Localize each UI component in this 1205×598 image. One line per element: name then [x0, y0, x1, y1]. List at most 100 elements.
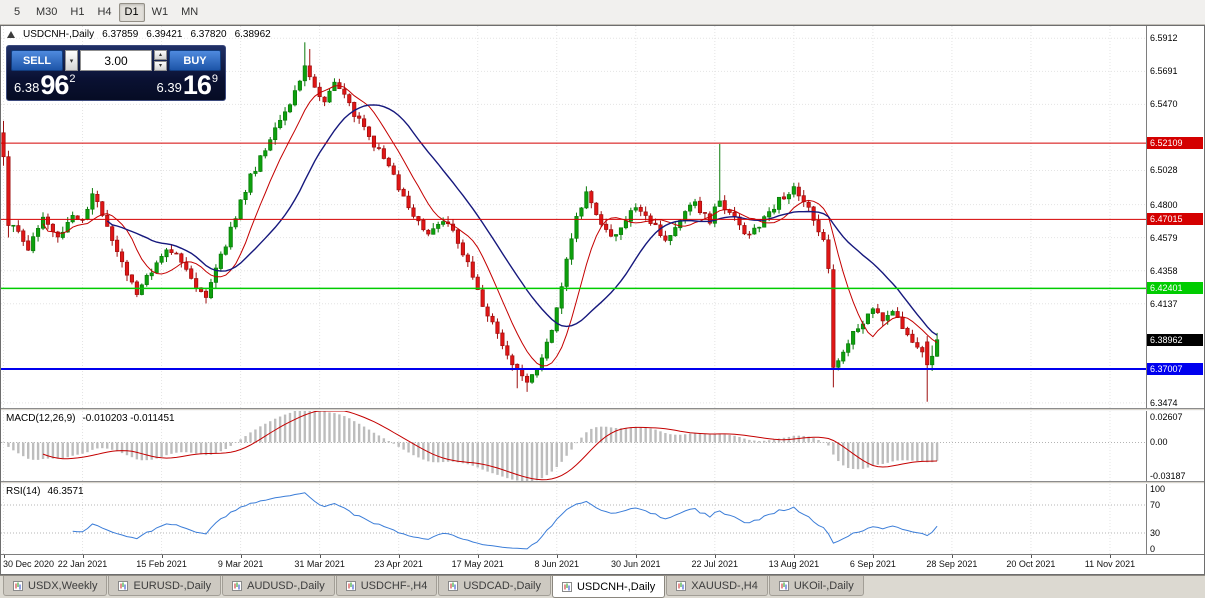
macd-title: MACD(12,26,9) -0.010203 -0.011451 — [6, 413, 175, 424]
ask-price[interactable]: 6.39 16 9 — [156, 72, 218, 99]
timeframe-m30[interactable]: M30 — [36, 6, 58, 18]
timeframe-h1[interactable]: H1 — [70, 6, 85, 18]
ohlc-high: 6.39421 — [146, 29, 183, 40]
rsi-axis-label: 30 — [1150, 528, 1161, 538]
timeframe-w1[interactable]: W1 — [151, 6, 169, 18]
chart-tabs-bar: USDX,Weekly EURUSD-,Daily AUDUSD-,Daily USD… — [0, 575, 1205, 598]
level-price-label: 6.37007 — [1147, 363, 1203, 375]
ask-prefix: 6.39 — [156, 80, 182, 95]
time-axis[interactable]: 30 Dec 2020 22 Jan 2021 15 Feb 2021 9 Mar 2… — [1, 555, 1147, 574]
macd-histogram — [2, 411, 939, 481]
time-axis-tick — [319, 555, 321, 558]
pane-separator[interactable] — [1, 408, 1204, 411]
time-axis-tick — [793, 555, 795, 558]
ma-22-line — [106, 104, 938, 336]
macd-grid — [1, 411, 1146, 481]
time-axis-label: 30 Dec 2020 — [3, 559, 55, 569]
rsi-grid — [1, 484, 1146, 554]
sell-button[interactable]: SELL — [11, 50, 63, 71]
time-axis-tick — [398, 555, 400, 558]
tab-usdcnh-daily[interactable]: USDCNH-,Daily — [551, 576, 666, 598]
rsi-pane-row: RSI(14) 46.3571 100 70 30 0 — [1, 484, 1204, 554]
time-axis-label: 11 Nov 2021 — [1084, 559, 1136, 569]
time-axis-label: 6 Sep 2021 — [849, 559, 896, 569]
time-axis-tick — [951, 555, 953, 558]
tab-xauusd-h4[interactable]: XAUUSD-,H4 — [666, 576, 768, 596]
price-axis-label: 6.4137 — [1150, 298, 1178, 309]
tab-eurusd-daily[interactable]: EURUSD-,Daily — [108, 576, 222, 596]
buy-button[interactable]: BUY — [169, 50, 221, 71]
bid-sup-digit: 2 — [69, 73, 76, 85]
tab-audusd-daily[interactable]: AUDUSD-,Daily — [222, 576, 335, 596]
volume-decrease-button[interactable]: ▾ — [154, 61, 167, 71]
trade-controls-row: SELL ▾ 3.00 ▴ ▾ BUY — [11, 50, 221, 71]
tab-usdx-weekly[interactable]: USDX,Weekly — [3, 576, 108, 596]
macd-axis[interactable]: 0.02607 0.00 -0.03187 — [1147, 411, 1203, 481]
level-price-label: 6.47015 — [1147, 213, 1203, 226]
rsi-axis-label: 100 — [1150, 484, 1166, 494]
timeframe-5[interactable]: 5 — [13, 6, 21, 18]
time-axis-tick — [161, 555, 163, 558]
rsi-label: RSI(14) — [6, 486, 41, 497]
chart-tab-icon — [561, 581, 572, 592]
tab-ukoil-daily[interactable]: UKOil-,Daily — [768, 576, 864, 596]
macd-pane[interactable]: MACD(12,26,9) -0.010203 -0.011451 — [1, 411, 1147, 481]
price-axis-label: 6.5028 — [1150, 165, 1178, 176]
macd-chart[interactable] — [1, 411, 1147, 481]
time-axis-label: 28 Sep 2021 — [926, 559, 978, 569]
chart-tab-icon — [676, 580, 687, 591]
macd-pane-row: MACD(12,26,9) -0.010203 -0.011451 0.0260… — [1, 411, 1204, 481]
price-grid — [1, 26, 1146, 408]
volume-dropdown-button[interactable]: ▾ — [65, 50, 78, 71]
time-axis-tick — [3, 555, 5, 558]
price-axis-label: 6.5912 — [1150, 33, 1178, 44]
rsi-title: RSI(14) 46.3571 — [6, 486, 84, 497]
timeframe-mn[interactable]: MN — [181, 6, 199, 18]
tab-label: USDX,Weekly — [28, 579, 98, 592]
current-price-label: 6.38962 — [1147, 333, 1203, 346]
chart-tab-icon — [118, 580, 129, 591]
axis-corner — [1147, 555, 1203, 574]
time-axis-label: 22 Jan 2021 — [57, 559, 108, 569]
chart-tab-icon — [232, 580, 243, 591]
price-axis-label: 6.3474 — [1150, 397, 1178, 408]
chart-symbol-label: USDCNH-,Daily — [23, 29, 95, 40]
macd-axis-label: -0.03187 — [1150, 471, 1186, 481]
price-axis-label: 6.5470 — [1150, 99, 1178, 110]
tab-usdcad-daily[interactable]: USDCAD-,Daily — [438, 576, 551, 596]
timeframe-toolbar: 5 M30 H1 H4 D1 W1 MN — [0, 0, 1205, 25]
macd-axis-label: 0.00 — [1150, 437, 1168, 448]
timeframe-h4[interactable]: H4 — [97, 6, 112, 18]
rsi-pane[interactable]: RSI(14) 46.3571 — [1, 484, 1147, 554]
tab-usdchf-h4[interactable]: USDCHF-,H4 — [335, 576, 438, 596]
rsi-axis[interactable]: 100 70 30 0 — [1147, 484, 1203, 554]
volume-input[interactable]: 3.00 — [80, 50, 152, 71]
time-axis-tick — [477, 555, 479, 558]
pane-separator[interactable] — [1, 481, 1204, 484]
time-axis-label: 9 Mar 2021 — [217, 559, 264, 569]
level-price-label: 6.42401 — [1147, 282, 1203, 295]
ma-9-line — [42, 85, 938, 367]
bid-prefix: 6.38 — [14, 80, 40, 95]
ohlc-title: USDCNH-,Daily 6.37859 6.39421 6.37820 6.… — [7, 29, 271, 40]
timeframe-d1[interactable]: D1 — [118, 2, 145, 22]
macd-values: -0.010203 -0.011451 — [82, 413, 175, 424]
price-pane[interactable]: USDCNH-,Daily 6.37859 6.39421 6.37820 6.… — [1, 26, 1147, 408]
price-chart[interactable] — [1, 26, 1147, 408]
chart-symbol-icon — [7, 31, 15, 38]
rsi-value: 46.3571 — [47, 486, 84, 497]
time-axis-tick — [556, 555, 558, 558]
bid-price[interactable]: 6.38 96 2 — [14, 72, 76, 99]
tab-label: USDCHF-,H4 — [360, 579, 428, 592]
tab-label: UKOil-,Daily — [793, 579, 854, 592]
price-axis-label: 6.4579 — [1150, 232, 1178, 243]
time-axis-label: 31 Mar 2021 — [294, 559, 345, 569]
ohlc-close: 6.38962 — [234, 29, 271, 40]
rsi-chart[interactable] — [1, 484, 1147, 554]
price-pane-row: USDCNH-,Daily 6.37859 6.39421 6.37820 6.… — [1, 26, 1204, 408]
price-axis[interactable]: 6.5912 6.5691 6.5470 6.5028 6.4800 6.4579 6.43… — [1147, 26, 1203, 408]
chart-tab-icon — [448, 580, 459, 591]
one-click-trading-panel: SELL ▾ 3.00 ▴ ▾ BUY 6.38 96 2 — [6, 45, 226, 101]
volume-increase-button[interactable]: ▴ — [154, 50, 167, 60]
